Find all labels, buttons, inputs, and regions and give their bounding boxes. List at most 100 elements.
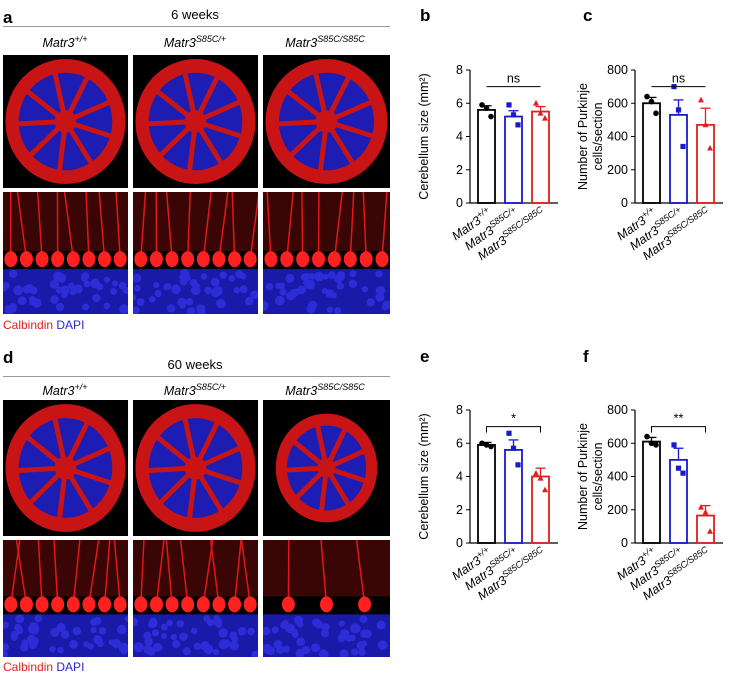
dendrite: [140, 192, 147, 260]
purkinje-cell: [181, 596, 195, 613]
purkinje-cell: [359, 251, 373, 268]
data-point: [648, 440, 655, 447]
data-point: [479, 102, 485, 108]
nucleus: [156, 644, 163, 651]
nucleus: [237, 627, 247, 636]
data-point: [483, 105, 490, 112]
nucleus: [228, 275, 236, 282]
dendrite: [381, 192, 388, 260]
nucleus: [348, 279, 358, 289]
cerebellum-image-60wk-hom: [263, 400, 390, 536]
dendrite: [240, 540, 251, 605]
nucleus: [273, 640, 283, 649]
genotype-label-wt: Matr3+/+: [42, 382, 88, 399]
nucleus: [13, 285, 24, 296]
nucleus: [3, 621, 9, 629]
nucleus: [291, 288, 300, 297]
stain-calbindin: Calbindin: [3, 660, 54, 674]
purkinje-cell: [66, 251, 80, 268]
purkinje-cell: [134, 596, 148, 613]
nucleus: [363, 629, 372, 639]
nucleus: [17, 296, 27, 306]
bar: [696, 123, 715, 204]
nucleus: [185, 298, 194, 306]
nucleus: [285, 273, 295, 283]
nucleus: [310, 643, 321, 653]
data-point: [680, 143, 686, 150]
dendrite: [286, 192, 294, 260]
data-point: [675, 107, 682, 113]
purkinje-cell: [280, 251, 294, 268]
dendrite: [63, 192, 75, 260]
nucleus: [350, 623, 361, 634]
nucleus: [198, 304, 206, 312]
nucleus: [15, 614, 25, 624]
dendrite: [15, 540, 28, 605]
nucleus: [144, 637, 153, 647]
nucleus: [351, 648, 359, 656]
panel-letter-b: b: [420, 6, 431, 25]
nucleus: [325, 289, 335, 298]
nucleus: [118, 281, 127, 290]
purkinje-cell: [343, 251, 357, 268]
nucleus: [233, 287, 240, 294]
purkinje-cell: [4, 251, 18, 268]
nucleus: [69, 639, 78, 649]
nucleus: [305, 279, 315, 290]
purkinje-cell: [296, 251, 310, 268]
significance-label: ns: [507, 72, 520, 86]
data-point: [542, 115, 548, 121]
nucleus: [170, 633, 178, 641]
purkinje-cell: [98, 596, 112, 613]
panel-letter-a: a: [3, 8, 13, 27]
cerebellum-image-6wk-wt: [3, 55, 128, 188]
chart-c-purkinje-count-6wk: Number of Purkinjecells/section 0 200 400 60…: [576, 63, 723, 263]
nucleus: [83, 280, 91, 288]
nucleus: [136, 643, 144, 651]
nucleus: [190, 627, 198, 635]
molecular-layer: [133, 540, 258, 597]
nucleus: [148, 296, 156, 303]
nucleus: [143, 644, 153, 654]
data-point: [698, 96, 704, 103]
purkinje-cell: [165, 596, 179, 613]
panel-letter-f: f: [583, 347, 589, 366]
dendrite: [349, 192, 355, 260]
nucleus: [247, 627, 255, 636]
cerebellum-image-6wk-het: [133, 55, 258, 188]
nucleus: [27, 634, 36, 644]
data-point: [488, 113, 494, 120]
purkinje-cell: [228, 251, 242, 268]
data-point: [533, 469, 539, 476]
nucleus: [110, 287, 117, 295]
nucleus: [193, 642, 202, 651]
dendrite: [249, 194, 258, 260]
nucleus: [376, 620, 386, 630]
purkinje-cell: [51, 596, 65, 613]
nucleus: [171, 284, 181, 295]
dendrite: [88, 540, 100, 605]
dendrite: [202, 192, 212, 260]
white-matter: [54, 110, 77, 133]
nucleus: [263, 300, 269, 311]
nucleus: [134, 284, 141, 292]
nucleus: [315, 620, 324, 629]
purkinje-cell: [312, 251, 326, 268]
nucleus: [334, 274, 344, 284]
nucleus: [229, 631, 238, 640]
purkinje-image-6wk-wt: [3, 192, 128, 314]
nucleus: [182, 647, 191, 656]
nucleus: [300, 273, 309, 281]
nucleus: [50, 627, 60, 637]
nucleus: [98, 627, 107, 635]
molecular-layer: [263, 540, 390, 597]
purkinje-cell: [134, 251, 148, 268]
significance-bracket: [486, 426, 541, 433]
nucleus: [245, 296, 254, 306]
nucleus: [153, 281, 160, 288]
nucleus: [338, 620, 345, 627]
nucleus: [334, 307, 342, 314]
purkinje-image-6wk-het: [133, 192, 258, 314]
nucleus: [179, 632, 188, 641]
nucleus: [154, 289, 162, 298]
